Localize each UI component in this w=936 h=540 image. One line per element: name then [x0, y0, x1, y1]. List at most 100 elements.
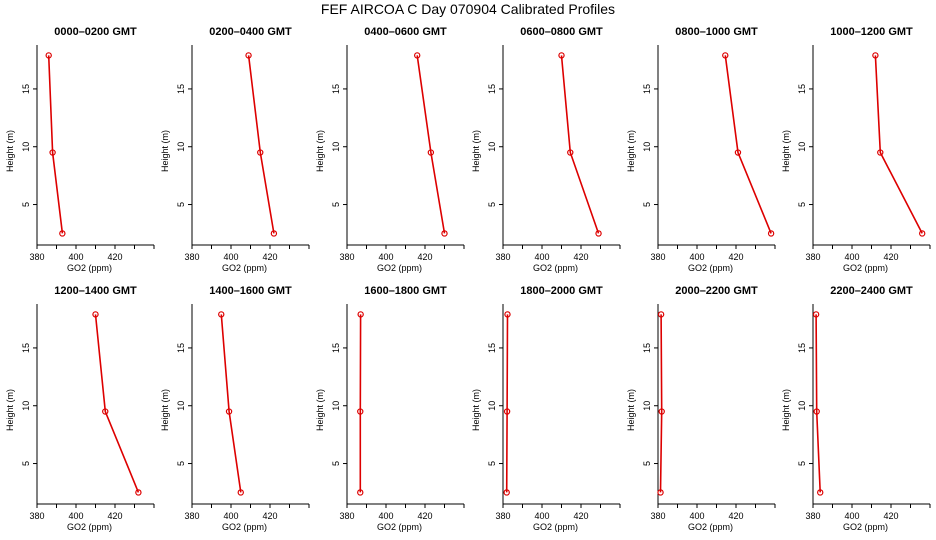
profile-line — [505, 314, 509, 493]
data-point — [657, 489, 664, 496]
x-tick-label: 380 — [805, 511, 820, 521]
y-tick-label: 10 — [176, 401, 186, 411]
x-tick-label: 420 — [883, 511, 898, 521]
y-tick-label: 10 — [797, 142, 807, 152]
x-axis-label: GO2 (ppm) — [843, 263, 888, 273]
data-point — [657, 311, 665, 318]
y-tick-label: 10 — [487, 401, 497, 411]
x-tick-label: 400 — [68, 511, 83, 521]
data-point — [734, 149, 742, 156]
x-tick-label: 400 — [378, 252, 393, 262]
data-point — [567, 149, 574, 156]
y-tick-label: 15 — [797, 343, 807, 353]
y-tick-label: 5 — [487, 461, 497, 466]
x-tick-label: 380 — [339, 252, 354, 262]
x-tick-label: 380 — [495, 252, 510, 262]
x-tick-label: 400 — [844, 252, 859, 262]
y-tick-label: 5 — [642, 202, 652, 207]
y-tick-label: 15 — [331, 84, 341, 94]
y-tick-label: 15 — [642, 84, 652, 94]
x-tick-label: 420 — [883, 252, 898, 262]
x-tick-label: 420 — [573, 511, 588, 521]
data-point — [357, 311, 364, 318]
data-point — [722, 52, 729, 59]
x-tick-label: 400 — [689, 252, 704, 262]
x-tick-label: 420 — [417, 511, 432, 521]
y-tick-label: 5 — [487, 202, 497, 207]
panel-title: 0600–0800 GMT — [520, 26, 603, 38]
data-point — [812, 311, 820, 318]
data-point — [872, 52, 879, 59]
data-point — [49, 149, 56, 156]
data-point — [504, 311, 511, 318]
panel-title: 0400–0600 GMT — [364, 26, 447, 38]
data-point — [813, 408, 820, 415]
y-tick-label: 10 — [487, 142, 497, 152]
profile-panel: 1600–1800 GMT 380 400 420 5 10 15 GO2 (ppm) Heig… — [315, 285, 465, 532]
data-point — [558, 52, 565, 59]
profile-line — [874, 55, 923, 234]
x-tick-label: 400 — [223, 511, 238, 521]
profile-line — [724, 55, 772, 234]
panel-title: 1600–1800 GMT — [364, 285, 447, 297]
x-tick-label: 420 — [107, 252, 122, 262]
y-tick-label: 15 — [487, 84, 497, 94]
x-tick-label: 400 — [68, 252, 83, 262]
x-tick-label: 380 — [650, 252, 665, 262]
data-point — [357, 408, 364, 415]
x-tick-label: 400 — [844, 511, 859, 521]
x-axis-label: GO2 (ppm) — [533, 522, 578, 532]
y-tick-label: 5 — [21, 461, 31, 466]
profile-line — [94, 314, 140, 493]
y-tick-label: 10 — [331, 401, 341, 411]
profile-panel: 0400–0600 GMT 380 400 420 5 10 15 GO2 (ppm) Heig… — [315, 26, 465, 273]
panel-title: 1200–1400 GMT — [54, 285, 137, 297]
y-axis-label: Height (m) — [5, 130, 15, 172]
x-axis-label: GO2 (ppm) — [533, 263, 578, 273]
y-axis-label: Height (m) — [315, 130, 325, 172]
panel-title: 2200–2400 GMT — [830, 285, 913, 297]
x-tick-label: 420 — [417, 252, 432, 262]
data-point — [225, 408, 233, 415]
y-tick-label: 10 — [176, 142, 186, 152]
x-tick-label: 400 — [534, 511, 549, 521]
x-axis-label: GO2 (ppm) — [67, 522, 112, 532]
data-point — [877, 149, 884, 156]
y-axis-label: Height (m) — [160, 130, 170, 172]
x-tick-label: 380 — [650, 511, 665, 521]
x-tick-label: 420 — [262, 252, 277, 262]
profile-panel: 0600–0800 GMT 380 400 420 5 10 15 GO2 (ppm) Heig… — [471, 26, 621, 273]
x-tick-label: 400 — [689, 511, 704, 521]
profile-line — [659, 314, 663, 493]
y-tick-label: 5 — [176, 202, 186, 207]
x-axis-label: GO2 (ppm) — [67, 263, 112, 273]
data-point — [767, 230, 775, 237]
x-axis-label: GO2 (ppm) — [688, 522, 733, 532]
y-tick-label: 10 — [21, 401, 31, 411]
y-tick-label: 5 — [331, 461, 341, 466]
profile-panel: 0200–0400 GMT 380 400 420 5 10 15 GO2 (ppm) Heig… — [160, 26, 310, 273]
y-tick-label: 15 — [642, 343, 652, 353]
data-point — [919, 230, 926, 237]
data-point — [245, 52, 252, 59]
data-point — [817, 489, 824, 496]
y-tick-label: 5 — [797, 202, 807, 207]
x-tick-label: 380 — [29, 511, 44, 521]
profile-panel: 1800–2000 GMT 380 400 420 5 10 15 GO2 (ppm) Heig… — [471, 285, 621, 532]
data-point — [503, 408, 511, 415]
data-point — [357, 489, 364, 496]
x-tick-label: 420 — [262, 511, 277, 521]
y-tick-label: 10 — [642, 142, 652, 152]
data-point — [92, 311, 99, 318]
panel-title: 1400–1600 GMT — [209, 285, 292, 297]
x-tick-label: 420 — [107, 511, 122, 521]
panel-title: 0200–0400 GMT — [209, 26, 292, 38]
x-tick-label: 420 — [728, 511, 743, 521]
profile-line — [560, 55, 600, 234]
y-tick-label: 15 — [487, 343, 497, 353]
profile-line — [220, 314, 242, 493]
figure-title: FEF AIRCOA C Day 070904 Calibrated Profi… — [321, 1, 615, 17]
x-axis-label: GO2 (ppm) — [222, 263, 267, 273]
profile-panel: 2000–2200 GMT 380 400 420 5 10 15 GO2 (ppm) Heig… — [626, 285, 776, 532]
